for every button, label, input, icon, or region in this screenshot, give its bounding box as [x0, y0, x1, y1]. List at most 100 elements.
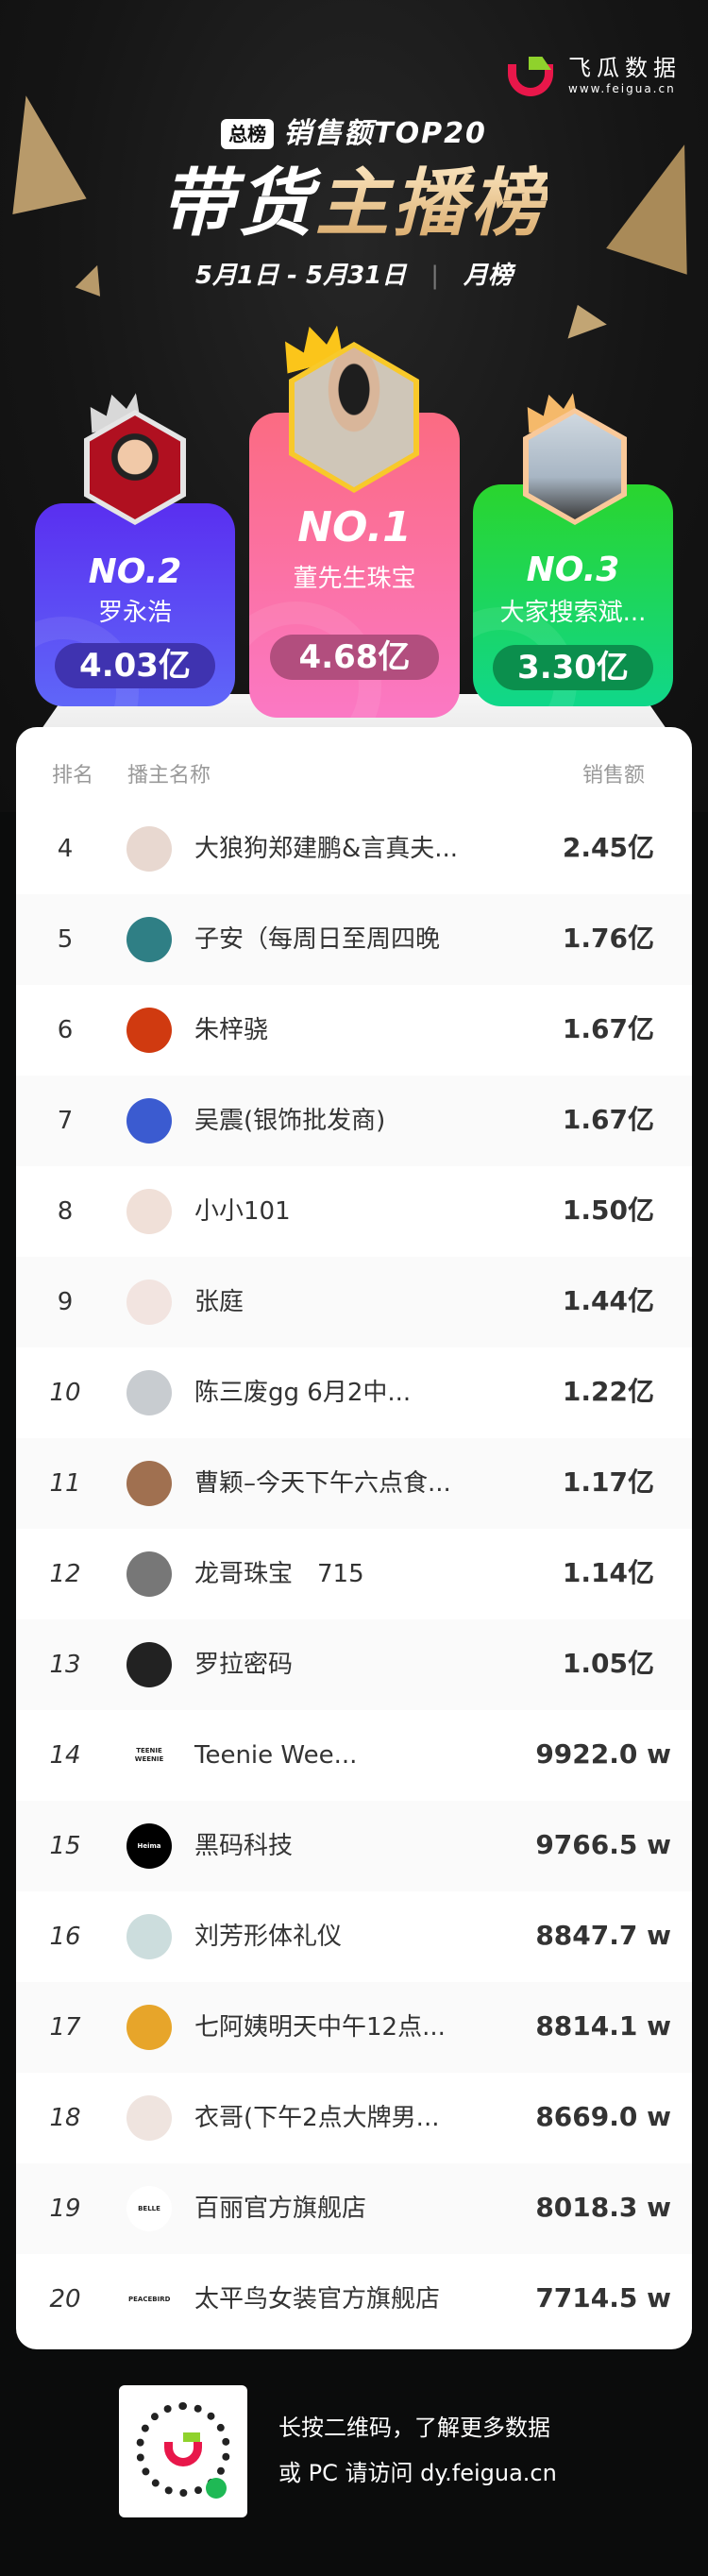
- anchor-name: 黑码科技: [194, 1832, 294, 1860]
- podium-card-rank-2[interactable]: NO.2 罗永浩 4.03亿: [35, 503, 235, 706]
- table-row[interactable]: 16 刘芳形体礼仪 8847.7 w: [16, 1891, 692, 1982]
- avatar: TEENIE WEENIE: [126, 1733, 172, 1778]
- header-sales: 销售额: [582, 764, 645, 788]
- rank-number: 14: [49, 1741, 81, 1770]
- rank-number: 7: [57, 1107, 74, 1135]
- rank-number: 11: [49, 1469, 81, 1498]
- rank-number: 9: [57, 1288, 74, 1316]
- table-row[interactable]: 5 子安（每周日至周四晚 1.76亿: [16, 894, 692, 985]
- anchor-name: 衣哥(下午2点大牌男...: [194, 2104, 440, 2132]
- anchor-name: 小小101: [194, 1197, 291, 1226]
- anchor-name: 吴震(银饰批发商): [194, 1107, 386, 1135]
- avatar-logo-text: Heima: [137, 1841, 161, 1850]
- table-row[interactable]: 12 龙哥珠宝 715 1.14亿: [16, 1529, 692, 1619]
- sales-value: 8847.7 w: [535, 1920, 671, 1951]
- table-row[interactable]: 15 Heima 黑码科技 9766.5 w: [16, 1801, 692, 1891]
- date-row: 5月1日 - 5月31日 | 月榜: [0, 261, 708, 291]
- anchor-name: 大狼狗郑建鹏&言真夫...: [194, 835, 459, 863]
- avatar: [126, 1914, 172, 1959]
- table-row[interactable]: 6 朱梓骁 1.67亿: [16, 985, 692, 1076]
- table-row[interactable]: 14 TEENIE WEENIE Teenie Wee... 9922.0 w: [16, 1710, 692, 1801]
- anchor-name: 刘芳形体礼仪: [194, 1923, 343, 1951]
- rank-number: 19: [49, 2195, 81, 2223]
- avatar: [126, 826, 172, 872]
- anchor-name: 百丽官方旗舰店: [194, 2195, 367, 2223]
- avatar: [126, 2005, 172, 2050]
- ranking-table: 排名 播主名称 销售额 4 大狼狗郑建鹏&言真夫... 2.45亿 5 子安（每周…: [16, 727, 692, 2349]
- mini-program-icon: [206, 2478, 227, 2499]
- rank-number: 8: [57, 1197, 74, 1226]
- feigua-logo: 飞瓜数据 www.feigua.cn: [508, 55, 682, 96]
- rank-number: 20: [49, 2285, 81, 2313]
- rank-number: 4: [57, 835, 74, 863]
- avatar: [126, 1280, 172, 1325]
- sales-value: 2.45亿: [562, 832, 654, 863]
- table-row[interactable]: 9 张庭 1.44亿: [16, 1257, 692, 1347]
- date-range: 5月1日 - 5月31日: [194, 262, 407, 290]
- footer-line-2[interactable]: 或 PC 请访问 dy.feigua.cn: [278, 2460, 557, 2486]
- avatar: [126, 1642, 172, 1687]
- table-row[interactable]: 13 罗拉密码 1.05亿: [16, 1619, 692, 1710]
- table-row[interactable]: 10 陈三废gg 6月2中... 1.22亿: [16, 1347, 692, 1438]
- sales-value: 8018.3 w: [535, 2192, 671, 2223]
- avatar-logo-text: PEACEBIRD: [128, 2295, 171, 2303]
- rank-label: NO.2: [88, 552, 182, 591]
- table-row[interactable]: 7 吴震(银饰批发商) 1.67亿: [16, 1076, 692, 1166]
- avatar: [126, 1008, 172, 1053]
- avatar-logo-text: TEENIE WEENIE: [134, 1747, 164, 1763]
- rank-number: 5: [57, 925, 74, 954]
- anchor-name: 罗永浩: [97, 599, 172, 627]
- title-gold: 主播榜: [315, 161, 548, 246]
- title-white: 带货: [160, 161, 315, 246]
- anchor-name: 朱梓骁: [194, 1016, 269, 1044]
- sales-value: 1.05亿: [562, 1648, 654, 1679]
- avatar: [126, 1189, 172, 1234]
- anchor-name: 陈三废gg 6月2中...: [194, 1379, 412, 1407]
- table-row[interactable]: 4 大狼狗郑建鹏&言真夫... 2.45亿: [16, 804, 692, 894]
- feigua-logo-icon: [508, 57, 557, 96]
- anchor-name: 七阿姨明天中午12点...: [194, 2013, 446, 2042]
- rank-number: 10: [49, 1379, 81, 1407]
- anchor-name: 龙哥珠宝 715: [194, 1560, 364, 1588]
- anchor-name: 董先生珠宝: [293, 565, 416, 593]
- avatar: [126, 1370, 172, 1415]
- table-row[interactable]: 20 PEACEBIRD 太平鸟女装官方旗舰店 7714.5 w: [16, 2254, 692, 2345]
- rank-number: 12: [49, 1560, 81, 1588]
- anchor-name: 子安（每周日至周四晚: [194, 925, 441, 954]
- ranking-badge: 总榜: [221, 119, 275, 149]
- sales-value: 9922.0 w: [535, 1738, 671, 1770]
- avatar: [126, 917, 172, 962]
- sales-value: 8814.1 w: [535, 2010, 671, 2042]
- rank-number: 18: [49, 2104, 81, 2132]
- table-row[interactable]: 8 小小101 1.50亿: [16, 1166, 692, 1257]
- sales-value: 1.67亿: [562, 1013, 654, 1044]
- avatar: [126, 2095, 172, 2141]
- avatar: PEACEBIRD: [126, 2277, 172, 2322]
- subtitle-row: 总榜 销售额TOP20: [0, 115, 708, 153]
- anchor-name: Teenie Wee...: [194, 1741, 358, 1770]
- avatar: BELLE: [126, 2186, 172, 2231]
- qr-code[interactable]: [119, 2385, 247, 2517]
- table-row[interactable]: 18 衣哥(下午2点大牌男... 8669.0 w: [16, 2073, 692, 2163]
- footer-line-1: 长按二维码，了解更多数据: [278, 2415, 550, 2441]
- sales-value: 1.14亿: [562, 1557, 654, 1588]
- table-row[interactable]: 17 七阿姨明天中午12点... 8814.1 w: [16, 1982, 692, 2073]
- period: 月榜: [464, 262, 514, 290]
- sales-value: 8669.0 w: [535, 2101, 671, 2132]
- table-row[interactable]: 11 曹颖–今天下午六点食... 1.17亿: [16, 1438, 692, 1529]
- rank-number: 16: [49, 1923, 81, 1951]
- rank-number: 15: [49, 1832, 81, 1860]
- subtitle: 销售额TOP20: [283, 117, 487, 150]
- header-name: 播主名称: [127, 764, 211, 788]
- sales-value: 1.50亿: [562, 1195, 654, 1226]
- anchor-name: 罗拉密码: [194, 1651, 294, 1679]
- table-row[interactable]: 19 BELLE 百丽官方旗舰店 8018.3 w: [16, 2163, 692, 2254]
- sales-value: 1.44亿: [562, 1285, 654, 1316]
- sales-value: 1.67亿: [562, 1104, 654, 1135]
- anchor-name: 张庭: [194, 1288, 244, 1316]
- rank-label: NO.1: [297, 503, 412, 551]
- avatar: [126, 1098, 172, 1144]
- avatar: [126, 1551, 172, 1597]
- sales-value: 4.03亿: [55, 643, 215, 688]
- anchor-name: 太平鸟女装官方旗舰店: [194, 2285, 441, 2313]
